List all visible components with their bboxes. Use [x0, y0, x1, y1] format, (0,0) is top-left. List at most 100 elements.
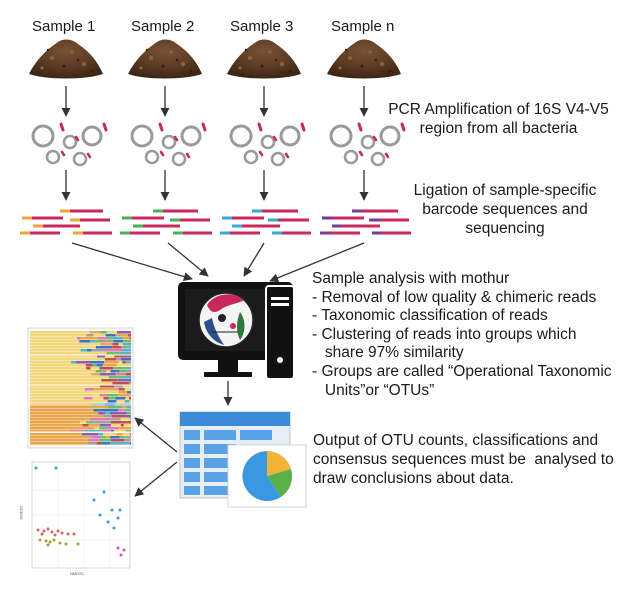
- pcr-step-label: PCR Amplification of 16S V4-V5 region fr…: [376, 100, 621, 138]
- scatter-point: [112, 526, 116, 530]
- scatter-point: [118, 508, 122, 512]
- scatter-point: [44, 539, 48, 543]
- bar-segment: [107, 406, 123, 409]
- bar-segment: [92, 400, 108, 403]
- bar-segment: [94, 388, 107, 391]
- bar-segment: [105, 334, 116, 337]
- bar-segment: [106, 388, 119, 391]
- bar-segment: [88, 361, 105, 364]
- bar-segment: [129, 400, 131, 403]
- bar-segment: [89, 418, 98, 421]
- bar-segment: [30, 337, 78, 340]
- bar-segment: [124, 376, 131, 379]
- bar-segment: [129, 337, 131, 340]
- bar-segment: [115, 373, 126, 376]
- barcode-reads-icon: [20, 209, 112, 235]
- bar-segment: [124, 400, 130, 403]
- analysis-item: - Clustering of reads into groups which: [312, 325, 577, 343]
- scatter-point: [116, 516, 120, 520]
- bar-segment: [100, 373, 116, 376]
- bar-segment: [30, 424, 83, 427]
- scatter-point: [38, 538, 42, 542]
- bar-segment: [103, 382, 113, 385]
- bar-segment: [125, 430, 131, 433]
- bar-segment: [30, 331, 90, 334]
- bar-segment: [108, 391, 119, 394]
- bar-segment: [105, 436, 111, 439]
- bar-segment: [106, 427, 119, 430]
- bar-segment: [112, 382, 129, 385]
- bar-segment: [97, 418, 112, 421]
- bar-segment: [30, 436, 92, 439]
- bar-segment: [123, 340, 131, 343]
- scatter-point: [48, 540, 52, 544]
- bar-segment: [128, 382, 131, 385]
- bar-segment: [105, 355, 115, 358]
- sample-label-3: Sample 3: [230, 18, 294, 35]
- bar-segment: [116, 364, 123, 367]
- barcode-reads-icon: [120, 209, 212, 235]
- bar-segment: [124, 388, 131, 391]
- bar-segment: [125, 361, 131, 364]
- bar-segment: [120, 424, 124, 427]
- bar-segment: [30, 433, 82, 436]
- bar-segment: [101, 379, 118, 382]
- bar-segment: [128, 397, 131, 400]
- barcode-reads-icon: [220, 209, 311, 235]
- bar-segment: [85, 364, 93, 367]
- bar-segment: [30, 412, 99, 415]
- scatter-point: [119, 553, 123, 557]
- bar-segment: [100, 385, 114, 388]
- bar-segment: [114, 355, 131, 358]
- bar-segment: [122, 343, 131, 346]
- bar-segment: [127, 391, 131, 394]
- bar-segment: [30, 415, 93, 418]
- bar-segment: [117, 409, 124, 412]
- bar-segment: [96, 442, 102, 445]
- ligation-step-line-1: Ligation of sample-specific: [413, 182, 597, 199]
- bar-segment: [113, 352, 120, 355]
- bar-segment: [113, 385, 124, 388]
- bar-segment: [104, 358, 117, 361]
- soil-pile-icon: [29, 39, 103, 79]
- scatter-point: [40, 532, 44, 536]
- bar-segment: [103, 340, 108, 343]
- bar-segment: [103, 433, 117, 436]
- bar-segment: [70, 361, 77, 364]
- bar-segment: [91, 436, 102, 439]
- bar-segment: [83, 397, 93, 400]
- scatter-point: [76, 542, 80, 546]
- bar-segment: [95, 346, 113, 349]
- scatter-point: [56, 529, 60, 533]
- pcr-step-line-1: PCR Amplification of 16S V4-V5: [388, 101, 609, 118]
- plasmid-icon: [329, 122, 406, 167]
- bar-segment: [30, 340, 80, 343]
- spreadsheet-pie-icon: [179, 411, 307, 508]
- bar-segment: [30, 367, 87, 370]
- bar-segment: [125, 397, 129, 400]
- bar-segment: [30, 427, 95, 430]
- bar-segment: [70, 430, 85, 433]
- bar-segment: [105, 412, 111, 415]
- bar-segment: [30, 376, 109, 379]
- bar-segment: [80, 355, 98, 358]
- sample-label-2: Sample 2: [131, 18, 195, 35]
- bar-segment: [84, 430, 100, 433]
- bar-segment: [119, 436, 125, 439]
- bar-segment: [122, 406, 127, 409]
- bar-segment: [96, 364, 103, 367]
- bar-segment: [79, 421, 87, 424]
- bar-segment: [30, 406, 108, 409]
- bar-segment: [87, 442, 97, 445]
- scatter-xlabel: NMDS1: [70, 571, 85, 576]
- bar-segment: [98, 433, 104, 436]
- bar-segment: [104, 361, 119, 364]
- bar-segment: [123, 409, 131, 412]
- bar-segment: [30, 355, 81, 358]
- bar-segment: [116, 370, 120, 373]
- bar-segment: [30, 382, 104, 385]
- bar-segment: [30, 361, 71, 364]
- bar-segment: [110, 412, 127, 415]
- bar-segment: [128, 334, 131, 337]
